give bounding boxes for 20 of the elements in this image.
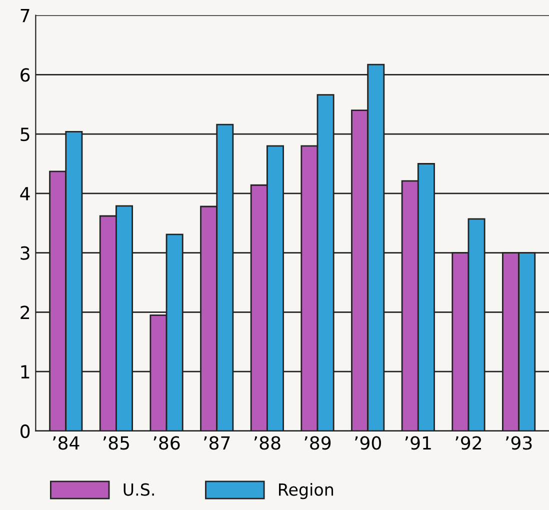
x-tick-label: ’88 (254, 436, 280, 450)
x-tick-label: ’86 (154, 436, 180, 450)
x-tick-label: ’89 (304, 436, 331, 450)
legend-label: Region (279, 482, 334, 500)
y-tick-label: 0 (20, 424, 30, 438)
y-tick-label: 2 (20, 306, 30, 320)
x-tick-label: ’87 (204, 436, 230, 450)
x-tick-label: ’90 (355, 436, 381, 450)
y-tick-label: 3 (20, 246, 30, 260)
y-tick-label: 7 (20, 8, 30, 22)
y-tick-label: 6 (20, 68, 30, 82)
x-tick-label: ’85 (103, 436, 129, 450)
y-tick-label: 5 (20, 128, 30, 142)
x-tick-label: ’91 (405, 436, 431, 450)
y-tick-label: 1 (21, 365, 30, 378)
x-tick-label: ’92 (456, 436, 482, 450)
y-tick-label: 4 (20, 187, 30, 200)
x-tick-label: ’93 (506, 436, 532, 450)
legend-label: U.S. (124, 483, 154, 496)
x-tick-label: ’84 (53, 436, 80, 450)
